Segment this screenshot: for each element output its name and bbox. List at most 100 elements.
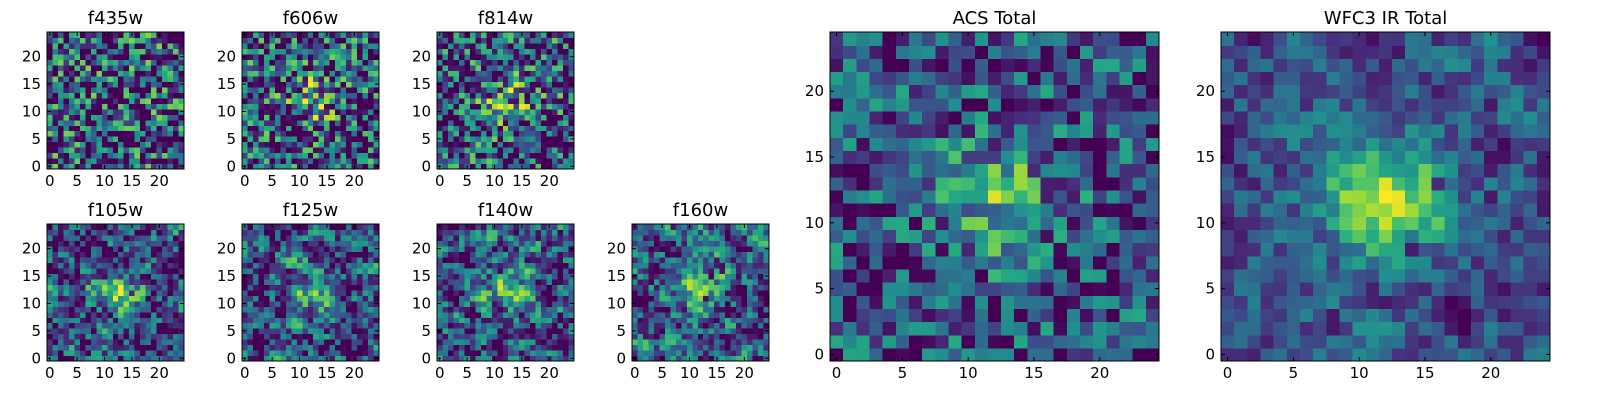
heatmap-cell xyxy=(653,311,660,318)
heatmap-cell xyxy=(63,108,70,115)
heatmap-cell xyxy=(486,152,493,159)
heatmap-cell xyxy=(101,339,108,346)
heatmap-cell xyxy=(101,273,108,280)
heatmap-cell xyxy=(368,229,375,236)
heatmap-cell xyxy=(134,125,141,132)
heatmap-cell xyxy=(178,322,185,329)
heatmap-cell xyxy=(318,53,325,60)
heatmap-cell xyxy=(145,224,152,231)
heatmap-cell xyxy=(541,317,548,324)
heatmap-cell xyxy=(63,136,70,143)
heatmap-cell xyxy=(974,176,989,191)
heatmap-cell xyxy=(486,75,493,82)
heatmap-cell xyxy=(642,306,650,313)
heatmap-cell xyxy=(362,103,369,110)
heatmap-cell xyxy=(497,158,504,165)
heatmap-cell xyxy=(329,163,336,170)
y-tick-label: 10 xyxy=(412,294,431,312)
heatmap-cell xyxy=(442,125,449,132)
heatmap-cell xyxy=(719,256,726,263)
heatmap-cell xyxy=(258,234,265,242)
heatmap-cell xyxy=(346,48,353,55)
heatmap-cell xyxy=(324,262,331,269)
heatmap-cell xyxy=(491,75,498,82)
heatmap-cell xyxy=(74,284,81,291)
heatmap-cell xyxy=(57,163,65,170)
heatmap-cell xyxy=(313,224,320,231)
heatmap-cell xyxy=(52,344,59,351)
heatmap-cell xyxy=(145,64,152,71)
heatmap-cell xyxy=(530,278,537,285)
heatmap-cell xyxy=(1093,282,1107,296)
heatmap-cell xyxy=(291,251,298,258)
heatmap-cell xyxy=(340,273,347,280)
heatmap-cell xyxy=(123,152,130,159)
heatmap-cell xyxy=(362,119,369,126)
heatmap-cell xyxy=(637,262,644,269)
heatmap-cell xyxy=(442,306,449,313)
heatmap-cell xyxy=(96,48,103,55)
heatmap-cell xyxy=(464,234,471,242)
heatmap-cell xyxy=(686,350,693,357)
heatmap-cell xyxy=(274,119,281,126)
heatmap-cell xyxy=(129,284,136,291)
heatmap-cell xyxy=(908,150,923,165)
heatmap-cell xyxy=(134,322,141,329)
heatmap-cell xyxy=(632,229,639,236)
heatmap-cell xyxy=(112,147,119,154)
heatmap-cell xyxy=(285,86,292,93)
heatmap-cell xyxy=(291,125,298,132)
heatmap-cell xyxy=(47,322,54,329)
heatmap-cell xyxy=(541,103,548,110)
heatmap-cell xyxy=(68,53,75,60)
heatmap-cell xyxy=(351,152,358,159)
heatmap-cell xyxy=(296,306,303,313)
heatmap-cell xyxy=(162,141,169,148)
heatmap-cell xyxy=(747,333,754,340)
heatmap-cell xyxy=(263,97,270,104)
heatmap-cell xyxy=(167,224,174,231)
heatmap-cell xyxy=(1014,163,1028,178)
heatmap-cell xyxy=(346,251,353,258)
heatmap-cell xyxy=(107,37,114,44)
heatmap-cell xyxy=(252,278,260,285)
heatmap-cell xyxy=(173,97,180,104)
heatmap-cell xyxy=(346,37,353,44)
heatmap-cell xyxy=(335,81,342,88)
heatmap-cell xyxy=(96,295,103,302)
heatmap-cell xyxy=(162,339,169,346)
heatmap-cell xyxy=(1093,295,1107,309)
heatmap-cell xyxy=(552,273,559,280)
heatmap-cell xyxy=(134,278,141,285)
heatmap-cell xyxy=(362,224,369,231)
heatmap-cell xyxy=(541,273,548,280)
heatmap-cell xyxy=(524,59,531,66)
heatmap-cell xyxy=(118,273,125,280)
heatmap-cell xyxy=(252,322,260,329)
heatmap-cell xyxy=(670,322,677,329)
heatmap-cell xyxy=(535,300,542,307)
heatmap-cell xyxy=(557,152,564,159)
heatmap-cell xyxy=(552,229,559,236)
heatmap-cell xyxy=(252,245,260,252)
heatmap-cell xyxy=(68,317,75,324)
heatmap-cell xyxy=(697,306,704,313)
heatmap-cell xyxy=(1027,268,1042,283)
heatmap-cell xyxy=(664,311,671,318)
heatmap-cell xyxy=(708,333,715,340)
heatmap-cell xyxy=(134,300,141,307)
heatmap-cell xyxy=(843,176,857,191)
heatmap-cell xyxy=(74,322,81,329)
heatmap-cell xyxy=(458,108,465,115)
heatmap-cell xyxy=(173,75,180,82)
heatmap-cell xyxy=(708,273,715,280)
heatmap-cell xyxy=(464,64,471,71)
heatmap-cell xyxy=(101,240,108,247)
heatmap-cell xyxy=(252,306,260,313)
heatmap-cell xyxy=(987,203,1002,217)
heatmap-cell xyxy=(96,152,103,159)
heatmap-cell xyxy=(659,339,666,346)
heatmap-cell xyxy=(464,311,471,318)
heatmap-cell xyxy=(730,284,737,291)
heatmap-cell xyxy=(335,125,342,132)
